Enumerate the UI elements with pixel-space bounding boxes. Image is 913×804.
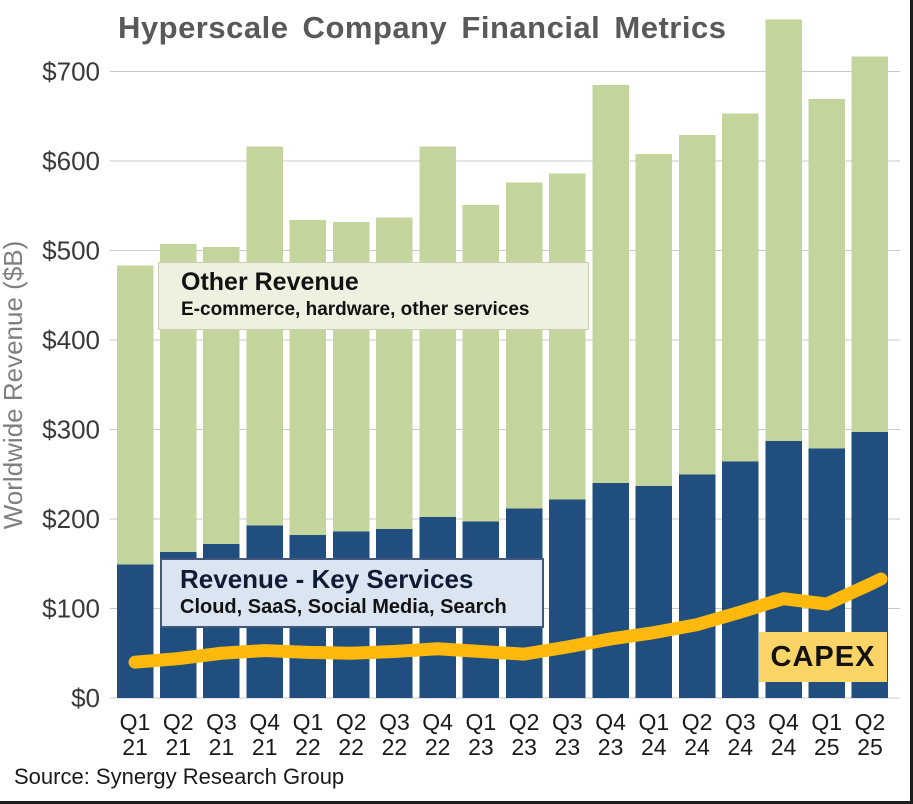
other-revenue-bar-segment: [722, 113, 759, 462]
x-tick-label: Q2 25: [855, 709, 886, 760]
key-services-bar-segment: [549, 499, 586, 698]
x-tick-label: Q2 24: [682, 709, 713, 760]
other-revenue-bar-segment: [549, 173, 586, 500]
x-tick-label: Q1 23: [466, 709, 497, 760]
other-revenue-legend-title: Other Revenue: [181, 268, 359, 296]
y-tick-label: $0: [71, 683, 100, 713]
key-services-bar-segment: [635, 485, 673, 698]
other-revenue-bar-segment: [116, 265, 154, 565]
other-revenue-bar-segment: [635, 153, 673, 486]
other-revenue-bar-segment: [246, 146, 283, 526]
x-tick-label: Q4 22: [422, 709, 453, 760]
x-tick-label: Q3 21: [206, 709, 237, 760]
other-revenue-bar-segment: [505, 182, 543, 509]
x-tick-label: Q2 22: [336, 709, 367, 760]
key-services-bar-segment: [592, 483, 629, 698]
x-tick-label: Q1 24: [638, 709, 669, 760]
y-tick-label: $200: [42, 504, 100, 534]
key-services-bar-segment: [116, 564, 154, 698]
chart-title: Hyperscale Company Financial Metrics: [118, 10, 727, 45]
key-services-legend-subtitle: Cloud, SaaS, Social Media, Search: [180, 596, 507, 618]
y-tick-label: $400: [42, 325, 100, 355]
y-tick-label: $100: [42, 594, 100, 624]
key-services-legend-box: Revenue - Key Services Cloud, SaaS, Soci…: [160, 558, 544, 628]
key-services-legend-title: Revenue - Key Services: [180, 564, 474, 594]
other-revenue-legend-box: Other Revenue E-commerce, hardware, othe…: [158, 262, 589, 330]
capex-legend-label: CAPEX: [770, 640, 876, 673]
x-tick-label: Q2 21: [163, 709, 194, 760]
other-revenue-bar-segment: [678, 135, 716, 475]
other-revenue-bar-segment: [419, 146, 456, 518]
x-tick-label: Q3 23: [552, 709, 583, 760]
other-revenue-legend-subtitle: E-commerce, hardware, other services: [181, 299, 530, 320]
y-tick-label: $500: [42, 236, 100, 266]
capex-line: [128, 572, 888, 669]
other-revenue-bar-segment: [851, 56, 889, 433]
x-tick-label: Q1 25: [811, 709, 842, 760]
x-tick-label: Q4 23: [595, 709, 626, 760]
y-tick-label: $300: [42, 415, 100, 445]
x-tick-label: Q3 24: [725, 709, 756, 760]
x-tick-label: Q4 21: [249, 709, 280, 760]
capex-legend-box: CAPEX: [759, 632, 887, 682]
other-revenue-bar-segment: [462, 204, 500, 522]
x-tick-label: Q2 23: [509, 709, 540, 760]
x-tick-label: Q1 22: [293, 709, 324, 760]
key-services-bar-segment: [678, 474, 716, 698]
other-revenue-bar-segment: [592, 84, 629, 484]
y-tick-label: $700: [42, 57, 100, 87]
y-axis-title: Worldwide Revenue ($B): [0, 241, 28, 530]
x-tick-label: Q4 24: [768, 709, 799, 760]
source-attribution: Source: Synergy Research Group: [14, 764, 345, 789]
y-tick-label: $600: [42, 146, 100, 176]
x-tick-label: Q1 21: [120, 709, 151, 760]
key-services-bar-segment: [722, 461, 759, 698]
x-tick-label: Q3 22: [379, 709, 410, 760]
other-revenue-bar-segment: [808, 99, 846, 449]
other-revenue-bar-segment: [765, 19, 802, 442]
